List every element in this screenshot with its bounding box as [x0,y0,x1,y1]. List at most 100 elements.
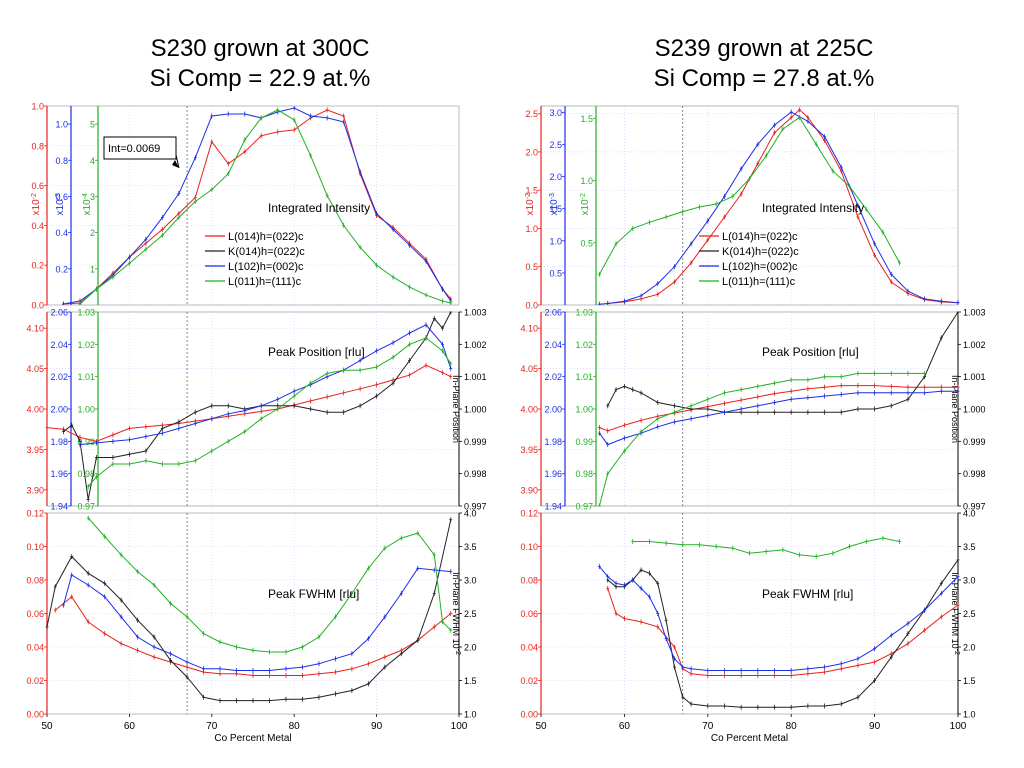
red-tick-label: 4.00 [26,405,44,415]
black-tick-label: 3.0 [963,576,976,586]
series-line-black [607,559,959,708]
blue-tick-label: 2.04 [50,340,68,350]
blue-tick-label: 1.94 [544,502,562,512]
red-tick-label: 2.5 [525,109,538,119]
blue-tick-label: 1.94 [50,502,68,512]
blue-tick-label: 0.5 [549,268,562,278]
blue-tick-label: 1.96 [50,469,68,479]
blue-tick-label: 2.5 [549,140,562,150]
black-tick-label: 1.003 [963,308,986,318]
black-tick-label: 3.5 [963,542,976,552]
red-tick-label: 0.6 [31,181,44,191]
red-tick-label: 1.0 [31,102,44,112]
black-tick-label: 1.5 [963,676,976,686]
black-tick-label: 1.002 [464,340,487,350]
legend-entry: K(014)h=(022)c [722,246,799,258]
series-line-blue [599,566,959,671]
series-line-green [87,517,452,653]
axis-multiplier-label: x10-2 [580,193,592,215]
panel-label: Peak FWHM [rlu] [762,587,853,601]
series-line-black [607,311,959,413]
green-tick-label: 1.00 [77,405,95,415]
green-tick-label: 1.02 [575,340,593,350]
red-tick-label: 0.06 [26,609,44,619]
black-tick-label: 1.002 [963,340,986,350]
red-tick-label: 0.06 [520,609,538,619]
blue-tick-label: 0.2 [55,264,68,274]
red-tick-label: 0.12 [520,509,538,519]
x-axis-label: Co Percent Metal [214,733,291,744]
red-tick-label: 0.04 [26,643,44,653]
black-tick-label: 0.997 [464,502,487,512]
series-line-blue [63,567,451,671]
red-tick-label: 0.00 [26,710,44,720]
red-tick-label: 3.95 [26,445,44,455]
red-tick-label: 0.10 [26,542,44,552]
x-axis-label: Co Percent Metal [711,733,788,744]
right-title-line1: S239 grown at 225C [654,35,874,62]
green-tick-label: 1.02 [77,340,95,350]
legend-entry: L(102)h=(002)c [228,261,304,273]
blue-tick-label: 2.04 [544,340,562,350]
green-tick-label: 1.03 [77,308,95,318]
x-tick-label: 80 [289,721,301,732]
annotation-box [103,136,177,160]
black-tick-label: 1.0 [464,710,477,720]
series-line-green [87,337,452,487]
blue-tick-label: 0.4 [55,228,68,238]
annotation-arrowhead [172,160,179,168]
red-tick-label: 3.90 [520,485,538,495]
red-tick-label: 0.08 [520,576,538,586]
series-line-black [63,311,452,500]
blue-tick-label: 2.06 [50,308,68,318]
black-tick-label: 1.5 [464,676,477,686]
black-tick-label: 0.997 [963,502,986,512]
annotation-text: Int=0.0069 [108,143,160,155]
black-tick-label: 2.0 [963,643,976,653]
axis-multiplier-label: x10-3 [55,193,67,215]
plot-frame [46,512,460,715]
red-tick-label: 0.12 [26,509,44,519]
black-tick-label: 2.5 [963,609,976,619]
black-tick-label: 0.999 [963,437,986,447]
red-tick-label: 3.95 [520,445,538,455]
x-tick-label: 100 [451,721,468,732]
right-title-line2: Si Comp = 27.8 at.% [653,65,875,92]
green-tick-label: 0.5 [580,238,593,248]
panel-intensity: 0.0 0.2 0.4 0.6 0.8 1.0 x10-2 0.2 0.4 0.6 0.8 1.0 x1… [31,102,460,311]
green-tick-label: 0.99 [575,437,593,447]
red-tick-label: 0.02 [520,676,538,686]
black-tick-label: 0.998 [963,469,986,479]
red-tick-label: 0.2 [31,261,44,271]
green-tick-label: 0.99 [77,437,95,447]
blue-tick-label: 1.5 [549,204,562,214]
series-line-red [46,364,452,442]
green-tick-label: 0.97 [575,502,593,512]
red-tick-label: 4.00 [520,405,538,415]
red-tick-label: 0.08 [26,576,44,586]
black-tick-label: 1.0 [963,710,976,720]
black-tick-label: 3.0 [464,576,477,586]
blue-tick-label: 2.00 [544,405,562,415]
red-tick-label: 0.00 [520,710,538,720]
red-tick-label: 0.5 [525,262,538,272]
panel-fwhm: 0.00 0.02 0.04 0.06 0.08 0.10 0.12 1.0 1.5 2.0 2.5… [26,509,476,720]
legend-entry: L(011)h=(111)c [722,276,796,288]
green-tick-label: 4 [90,156,95,166]
right-axis-label: In-Plane FWHM 10-2 [950,572,961,655]
black-tick-label: 1.001 [464,372,487,382]
blue-tick-label: 1.96 [544,469,562,479]
blue-tick-label: 3.0 [549,108,562,118]
green-tick-label: 0.98 [77,469,95,479]
red-tick-label: 0.02 [26,676,44,686]
red-tick-label: 1.5 [525,186,538,196]
right-axis-label: In-Plane FWHM 10-2 [451,572,462,655]
right-chart-title: S239 grown at 225C Si Comp = 27.8 at.% [554,34,974,94]
left-title-line1: S230 grown at 300C [150,35,370,62]
green-tick-label: 0.97 [77,502,95,512]
red-tick-label: 4.05 [520,364,538,374]
legend-entry: L(102)h=(002)c [722,261,798,273]
red-tick-label: 3.90 [26,485,44,495]
x-tick-label: 60 [619,721,631,732]
panel-intensity: 0.0 0.5 1.0 1.5 2.0 2.5 x10-2 0.5 1.0 1.5 2.0 2.5 3.… [525,105,960,311]
